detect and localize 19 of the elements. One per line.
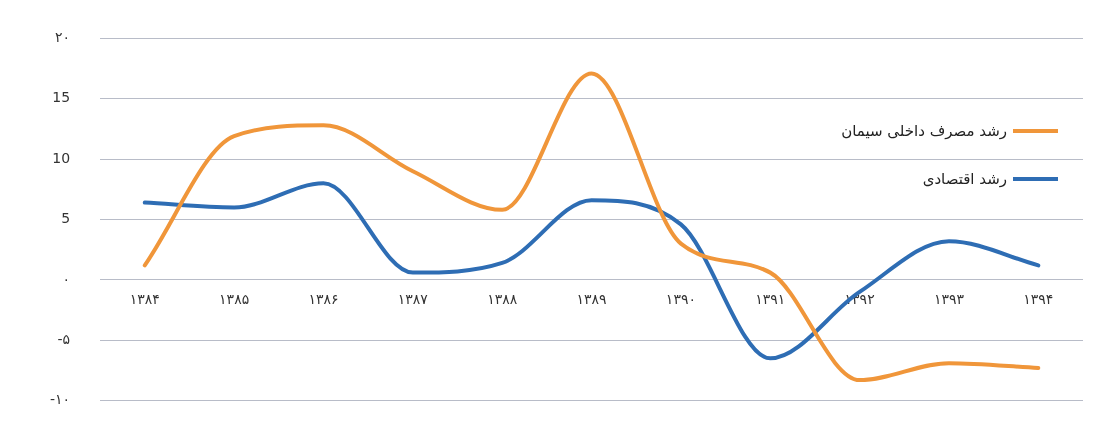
x-tick-label: ۱۳۹۴: [1023, 290, 1054, 307]
x-tick-label: ۱۳۹۰: [665, 290, 696, 307]
x-tick-label: ۱۳۹۱: [755, 290, 786, 307]
y-tick-label: 10: [52, 149, 71, 166]
legend-label: رشد اقتصادی: [922, 170, 1007, 188]
x-tick-label: ۱۳۸۸: [487, 290, 518, 307]
y-tick-label: 15: [52, 89, 71, 106]
x-tick-label: ۱۳۸۴: [129, 290, 160, 307]
x-tick-label: ۱۳۸۹: [576, 290, 607, 307]
x-tick-label: ۱۳۸۷: [397, 290, 429, 307]
y-tick-label: ۰: [62, 270, 71, 287]
x-tick-label: ۱۳۸۵: [219, 290, 250, 307]
y-tick-label: ۲۰: [55, 29, 71, 46]
y-tick-label: -۵: [57, 330, 71, 347]
x-tick-label: ۱۳۹۳: [933, 290, 965, 307]
y-tick-label: 5: [61, 210, 71, 227]
legend-label: رشد مصرف داخلی سیمان: [841, 122, 1007, 140]
y-tick-label: -۱۰: [50, 391, 71, 408]
x-tick-label: ۱۳۸۶: [308, 290, 339, 307]
